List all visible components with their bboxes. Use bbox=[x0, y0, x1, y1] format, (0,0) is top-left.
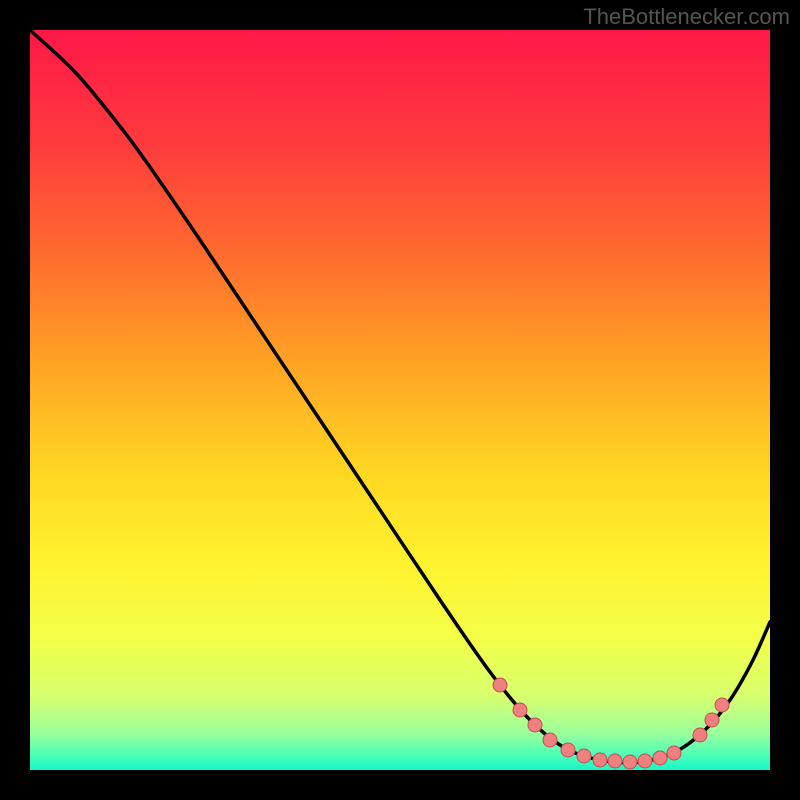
marker-dot bbox=[667, 746, 681, 760]
marker-dot bbox=[528, 718, 542, 732]
marker-dot bbox=[577, 749, 591, 763]
marker-dot bbox=[705, 713, 719, 727]
marker-dot bbox=[593, 753, 607, 767]
gradient-plot-area bbox=[30, 30, 770, 770]
marker-dot bbox=[493, 678, 507, 692]
marker-dot bbox=[608, 754, 622, 768]
marker-dot bbox=[653, 751, 667, 765]
marker-dot bbox=[513, 703, 527, 717]
marker-dot bbox=[543, 733, 557, 747]
marker-dot bbox=[693, 728, 707, 742]
chart-svg bbox=[0, 0, 800, 800]
watermark-text: TheBottlenecker.com bbox=[583, 4, 790, 30]
marker-dot bbox=[623, 755, 637, 769]
marker-dot bbox=[715, 698, 729, 712]
chart-container: TheBottlenecker.com bbox=[0, 0, 800, 800]
marker-dot bbox=[638, 754, 652, 768]
marker-dot bbox=[561, 743, 575, 757]
